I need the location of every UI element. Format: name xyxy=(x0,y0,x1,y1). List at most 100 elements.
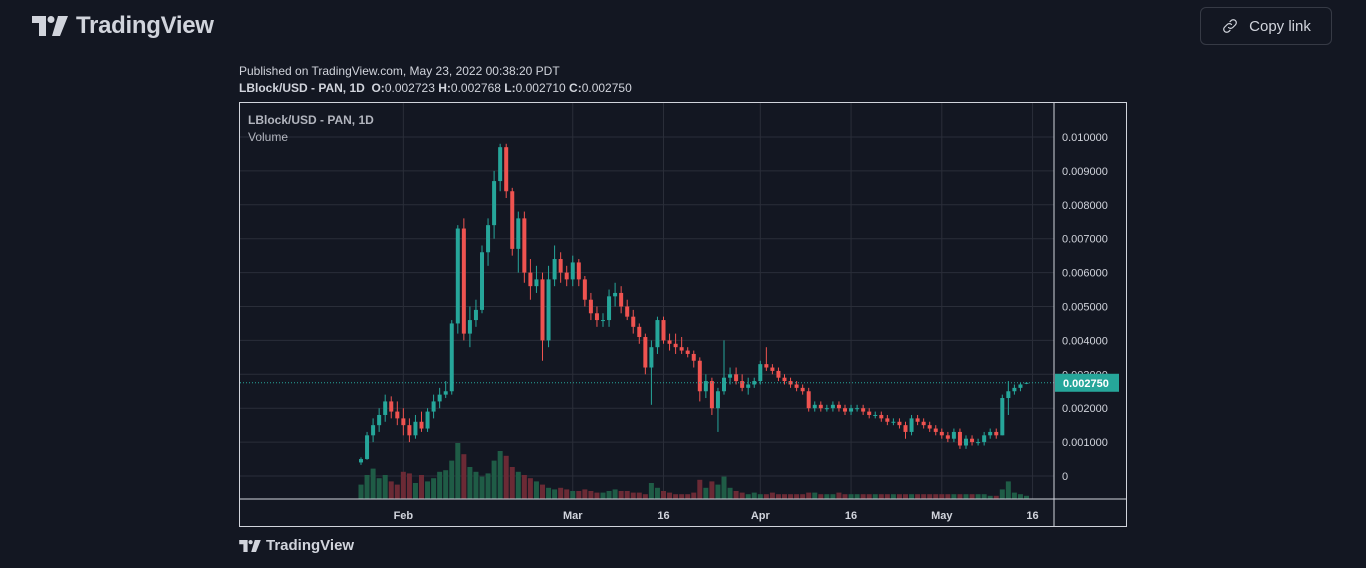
volume-bar xyxy=(842,494,848,499)
volume-bar xyxy=(903,494,908,499)
candle-body xyxy=(970,438,975,443)
volume-bar xyxy=(933,494,939,499)
volume-bar xyxy=(691,492,697,499)
candle-body xyxy=(461,228,466,334)
volume-bar xyxy=(364,475,370,499)
volume-bar xyxy=(509,467,515,499)
candle-body xyxy=(855,408,860,410)
candle-body xyxy=(939,431,944,436)
candle-body xyxy=(1012,387,1017,392)
volume-bar xyxy=(769,492,775,499)
y-tick-label: 0.009000 xyxy=(1062,166,1108,178)
volume-bar xyxy=(884,494,890,499)
candle-body xyxy=(697,360,702,392)
candle-body xyxy=(443,391,448,395)
y-tick-label: 0.010000 xyxy=(1062,132,1108,144)
candle-body xyxy=(407,425,412,436)
candle-body xyxy=(528,272,533,287)
volume-bar xyxy=(1017,494,1023,499)
brand-logo[interactable]: TradingView xyxy=(32,12,214,40)
candle-body xyxy=(504,147,509,192)
candle-body xyxy=(915,418,920,422)
volume-bar xyxy=(860,494,866,499)
candle-body xyxy=(782,377,787,382)
volume-bar xyxy=(546,487,552,499)
volume-bar xyxy=(558,487,564,499)
high-label: H: xyxy=(438,81,451,95)
candle-body xyxy=(594,313,599,321)
y-tick-label: 0.008000 xyxy=(1062,200,1108,212)
volume-bar xyxy=(1011,492,1017,499)
volume-bar xyxy=(969,494,975,499)
published-info: Published on TradingView.com, May 23, 20… xyxy=(239,64,560,78)
candle-body xyxy=(510,191,515,249)
candle-body xyxy=(498,147,503,182)
volume-bar xyxy=(854,494,860,499)
candle-body xyxy=(643,337,648,368)
volume-bar xyxy=(872,494,878,499)
volume-bar xyxy=(763,494,769,499)
candle-body xyxy=(655,320,660,348)
candle-body xyxy=(982,435,987,443)
candle-body xyxy=(824,408,829,410)
volume-bar xyxy=(642,494,648,499)
ohlc-symbol: LBlock/USD - PAN, 1D xyxy=(239,81,365,95)
candle-body xyxy=(994,431,999,436)
candle-body xyxy=(679,347,684,351)
volume-bar xyxy=(376,478,382,499)
brand-name: TradingView xyxy=(76,12,214,39)
volume-bar xyxy=(594,492,600,499)
candle-body xyxy=(359,459,363,463)
volume-bar xyxy=(636,492,642,499)
candle-body xyxy=(715,391,720,409)
volume-bar xyxy=(745,494,751,499)
volume-bar xyxy=(388,481,394,499)
volume-bar xyxy=(909,494,915,499)
volume-bar xyxy=(564,489,570,499)
x-tick-label: 16 xyxy=(1026,510,1038,522)
volume-bar xyxy=(588,491,594,499)
close-value: 0.002750 xyxy=(581,81,632,95)
volume-bar xyxy=(709,481,715,499)
volume-bar xyxy=(449,460,455,499)
volume-bar xyxy=(818,494,824,499)
candle-body xyxy=(849,408,854,412)
volume-bar xyxy=(382,475,388,499)
volume-bar xyxy=(497,451,503,499)
volume-bar xyxy=(521,475,527,499)
x-tick-label: 16 xyxy=(845,510,857,522)
candle-body xyxy=(746,384,751,388)
volume-bar xyxy=(394,484,400,499)
y-tick-label: 0.001000 xyxy=(1062,437,1108,449)
y-tick-label: 0.005000 xyxy=(1062,302,1108,314)
volume-bar xyxy=(794,494,800,499)
candle-body xyxy=(873,414,878,416)
chart-container[interactable]: 0.010000 0.009000 0.008000 0.007000 0.006000… xyxy=(239,102,1127,527)
volume-bar xyxy=(406,473,412,499)
candle-body xyxy=(607,296,612,321)
candle-body xyxy=(564,272,569,280)
price-chart[interactable]: 0.010000 0.009000 0.008000 0.007000 0.006000… xyxy=(240,103,1126,526)
volume-bar xyxy=(848,494,854,499)
volume-bar xyxy=(358,484,364,499)
candle-body xyxy=(691,353,696,361)
tradingview-logo-icon xyxy=(32,16,68,36)
candle-body xyxy=(1018,384,1023,388)
candle-body xyxy=(437,394,442,402)
candle-body xyxy=(401,418,406,426)
legend-symbol: LBlock/USD - PAN, 1D xyxy=(248,113,374,127)
volume-bar xyxy=(570,491,576,499)
volume-bar xyxy=(788,494,794,499)
candle-body xyxy=(661,320,666,341)
volume-bar xyxy=(957,494,963,499)
volume-bar xyxy=(830,494,836,499)
volume-bar xyxy=(473,471,479,499)
candle-body xyxy=(836,404,841,409)
candle-body xyxy=(806,391,811,409)
candle-body xyxy=(637,326,642,338)
copy-link-button[interactable]: Copy link xyxy=(1200,7,1332,45)
candle-body xyxy=(861,408,866,412)
volume-bar xyxy=(757,494,763,499)
candle-body xyxy=(703,381,708,392)
volume-bar xyxy=(685,494,691,499)
